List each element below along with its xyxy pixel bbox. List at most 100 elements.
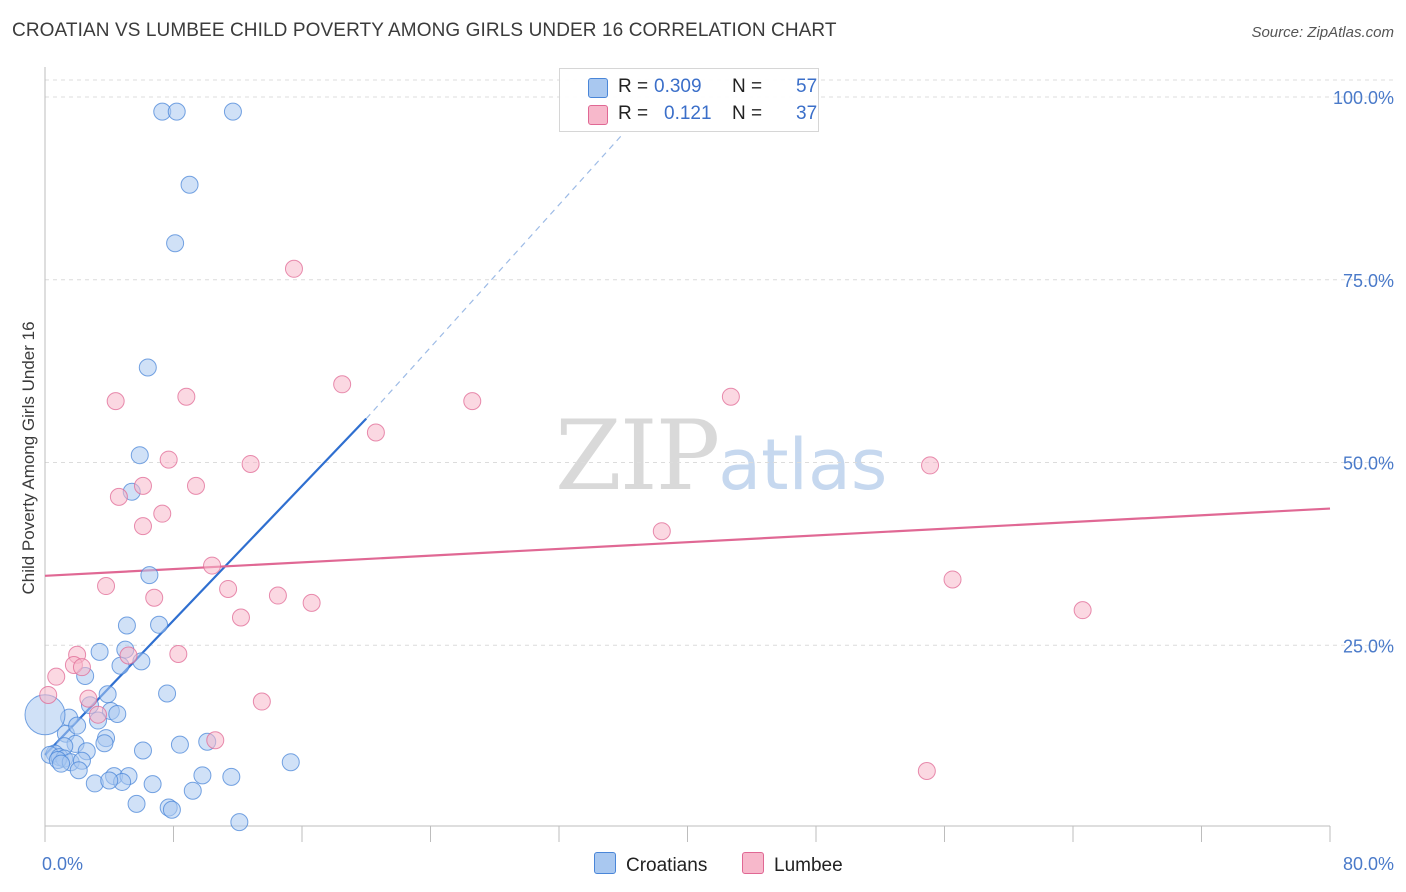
- lumbee-point: [133, 517, 152, 536]
- legend-n-value: 37: [796, 103, 818, 124]
- croatians-point: [180, 175, 199, 194]
- lumbee-point: [79, 689, 98, 708]
- croatians-point: [158, 684, 177, 703]
- lumbee-point: [333, 375, 352, 394]
- lumbee-trend-line: [44, 507, 1331, 577]
- watermark-zip: ZIP: [555, 400, 720, 512]
- lumbee-point: [133, 476, 152, 495]
- croatians-point: [167, 102, 186, 121]
- tick-labels: 25.0% 50.0% 75.0% 100.0% 0.0% 80.0%: [42, 88, 1394, 874]
- croatians-point: [95, 734, 114, 753]
- croatians-point: [138, 358, 157, 377]
- lumbee-point: [119, 646, 138, 665]
- lumbee-point: [206, 731, 225, 750]
- croatians-point: [150, 615, 169, 634]
- axes: [44, 67, 1331, 842]
- lumbee-point: [39, 685, 58, 704]
- bottom-legend-croatians: Croatians: [594, 852, 707, 877]
- chart-title: CROATIAN VS LUMBEE CHILD POVERTY AMONG G…: [12, 20, 837, 41]
- legend-n-label: N =: [732, 103, 763, 124]
- croatians-point: [230, 813, 249, 832]
- lumbee-point: [366, 423, 385, 442]
- legend-n-label: N =: [732, 76, 763, 97]
- croatians-point: [90, 642, 109, 661]
- lumbee-point: [109, 487, 128, 506]
- croatians-point: [133, 741, 152, 760]
- y-tick-label: 100.0%: [1333, 88, 1394, 108]
- croatians-trend-line: [44, 417, 368, 756]
- lumbee-point: [219, 579, 238, 598]
- lumbee-point: [159, 450, 178, 469]
- croatians-point: [222, 767, 241, 786]
- croatians-point: [170, 735, 189, 754]
- lumbee-point: [203, 556, 222, 575]
- lumbee-point: [252, 692, 271, 711]
- lumbee-point: [106, 392, 125, 411]
- croatians-point: [69, 761, 88, 780]
- legend-swatch-lumbee: [588, 105, 608, 125]
- y-tick-label: 25.0%: [1343, 636, 1394, 656]
- croatians-point: [98, 685, 117, 704]
- lumbee-point: [145, 588, 164, 607]
- croatians-point: [183, 781, 202, 800]
- legend-swatch-croatians: [588, 78, 608, 98]
- legend-n-value: 57: [796, 76, 818, 97]
- lumbee-point: [1073, 601, 1092, 620]
- lumbee-point: [177, 387, 196, 406]
- data-points: [24, 102, 1092, 832]
- lumbee-point: [921, 456, 940, 475]
- croatians-point: [52, 754, 71, 773]
- croatians-point: [143, 775, 162, 794]
- lumbee-point: [153, 504, 172, 523]
- croatians-point: [140, 566, 159, 585]
- lumbee-point: [47, 667, 66, 686]
- y-tick-label: 50.0%: [1343, 454, 1394, 474]
- bottom-legend-swatch-lumbee: [742, 852, 764, 874]
- watermark-atlas: atlas: [718, 424, 888, 506]
- lumbee-point: [186, 476, 205, 495]
- lumbee-point: [652, 522, 671, 541]
- croatians-point: [223, 102, 242, 121]
- croatians-trend-extension: [365, 133, 624, 420]
- croatians-point: [68, 716, 87, 735]
- lumbee-point: [169, 645, 188, 664]
- lumbee-point: [943, 570, 962, 589]
- bottom-legend-label-croatians: Croatians: [626, 855, 708, 876]
- watermark: ZIPatlas: [555, 400, 887, 512]
- lumbee-point: [917, 761, 936, 780]
- lumbee-point: [463, 392, 482, 411]
- legend-r-value: 0.309: [654, 76, 702, 97]
- trend-lines: [44, 133, 1331, 756]
- source-label: Source: ZipAtlas.com: [1251, 24, 1394, 41]
- lumbee-point: [284, 259, 303, 278]
- lumbee-point: [89, 705, 108, 724]
- croatians-point: [162, 800, 181, 819]
- croatians-point: [193, 766, 212, 785]
- bottom-legend-label-lumbee: Lumbee: [774, 855, 843, 876]
- croatians-point: [100, 771, 119, 790]
- lumbee-point: [97, 577, 116, 596]
- correlation-legend: R = 0.309 N = 57 R = 0.121 N = 37: [559, 68, 819, 132]
- lumbee-point: [72, 658, 91, 677]
- x-tick-label: 0.0%: [42, 854, 83, 874]
- lumbee-point: [721, 387, 740, 406]
- x-tick-label: 80.0%: [1343, 854, 1394, 874]
- croatians-point: [127, 794, 146, 813]
- croatians-point: [166, 234, 185, 253]
- legend-r-label: R =: [618, 76, 649, 97]
- bottom-legend-lumbee: Lumbee: [742, 852, 843, 877]
- lumbee-point: [241, 454, 260, 473]
- legend-r-value: 0.121: [664, 103, 712, 124]
- y-axis-label: Child Poverty Among Girls Under 16: [19, 321, 38, 594]
- legend-r-label: R =: [618, 103, 649, 124]
- bottom-legend-swatch-croatians: [594, 852, 616, 874]
- croatians-point: [117, 616, 136, 635]
- croatians-point: [281, 753, 300, 772]
- y-tick-label: 75.0%: [1343, 271, 1394, 291]
- gridlines: [45, 79, 1394, 646]
- lumbee-point: [268, 586, 287, 605]
- lumbee-point: [302, 593, 321, 612]
- croatians-point: [130, 446, 149, 465]
- lumbee-point: [231, 608, 250, 627]
